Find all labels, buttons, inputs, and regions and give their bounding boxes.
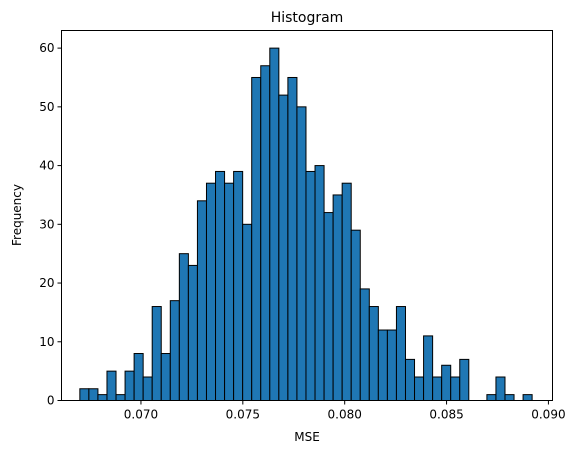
histogram-bar bbox=[495, 376, 506, 401]
histogram-bar bbox=[233, 170, 244, 401]
histogram-bar bbox=[178, 253, 189, 401]
histogram-bar bbox=[441, 364, 452, 401]
histogram-bar bbox=[115, 394, 126, 401]
histogram-bar bbox=[450, 376, 461, 401]
histogram-bar bbox=[314, 165, 325, 401]
histogram-bar bbox=[287, 76, 298, 401]
histogram-bar bbox=[187, 264, 198, 401]
y-tick-label: 0 bbox=[47, 394, 55, 408]
histogram-bar bbox=[278, 94, 289, 401]
plot-frame bbox=[61, 30, 553, 401]
histogram-bar bbox=[504, 394, 515, 401]
y-tick-label: 50 bbox=[39, 100, 54, 114]
histogram-bar bbox=[368, 306, 379, 401]
histogram-bar bbox=[377, 329, 388, 401]
histogram-bar bbox=[251, 76, 262, 401]
histogram-bar bbox=[350, 229, 361, 401]
histogram-bar bbox=[395, 306, 406, 401]
histogram-bar bbox=[296, 106, 307, 401]
x-tick-label: 0.090 bbox=[531, 408, 565, 422]
histogram-bar bbox=[215, 170, 226, 401]
histogram-bar bbox=[414, 376, 425, 401]
histogram-bar bbox=[133, 353, 144, 401]
histogram-bar bbox=[323, 212, 334, 401]
histogram-bar bbox=[142, 376, 153, 401]
histogram-bar bbox=[423, 335, 434, 401]
x-tick-label: 0.080 bbox=[328, 408, 362, 422]
histogram-bar bbox=[359, 288, 370, 401]
y-tick-label: 60 bbox=[39, 41, 54, 55]
histogram-bar bbox=[169, 300, 180, 401]
x-axis-label: MSE bbox=[294, 430, 320, 444]
histogram-bar bbox=[432, 376, 443, 401]
y-tick-label: 30 bbox=[39, 217, 54, 231]
histogram-bar bbox=[269, 47, 280, 401]
histogram-bar bbox=[242, 223, 253, 401]
histogram-bar bbox=[79, 388, 90, 401]
x-tick-label: 0.075 bbox=[226, 408, 260, 422]
chart-title: Histogram bbox=[271, 10, 344, 26]
x-tick-label: 0.070 bbox=[124, 408, 158, 422]
histogram-bar bbox=[404, 358, 416, 401]
histogram-bar bbox=[224, 182, 235, 401]
x-axis-ticks: 0.070 0.075 0.080 0.085 0.090 bbox=[124, 400, 566, 422]
histogram-bar bbox=[196, 200, 207, 401]
histogram-bar bbox=[459, 358, 470, 401]
histogram-bar bbox=[205, 182, 217, 401]
histogram-bar bbox=[486, 394, 497, 401]
y-axis-label: Frequency bbox=[10, 184, 24, 246]
histogram-bar bbox=[106, 370, 117, 401]
y-tick-label: 10 bbox=[39, 335, 54, 349]
histogram-bar bbox=[522, 394, 533, 401]
histogram-bar bbox=[305, 170, 316, 401]
histogram-bar bbox=[88, 388, 99, 401]
y-axis-ticks: 0 10 20 30 40 50 60 bbox=[39, 41, 62, 408]
histogram-bar bbox=[341, 182, 352, 401]
y-tick-label: 20 bbox=[39, 276, 54, 290]
histogram-bar bbox=[386, 329, 397, 401]
histogram-bar bbox=[260, 65, 271, 401]
x-tick-label: 0.085 bbox=[429, 408, 463, 422]
histogram-bar bbox=[124, 370, 135, 401]
histogram-bar bbox=[332, 194, 343, 401]
histogram-bar bbox=[151, 306, 162, 401]
histogram-bar bbox=[97, 394, 108, 401]
y-tick-label: 40 bbox=[39, 159, 54, 173]
histogram-bar bbox=[160, 353, 171, 401]
bars-group bbox=[79, 47, 533, 401]
